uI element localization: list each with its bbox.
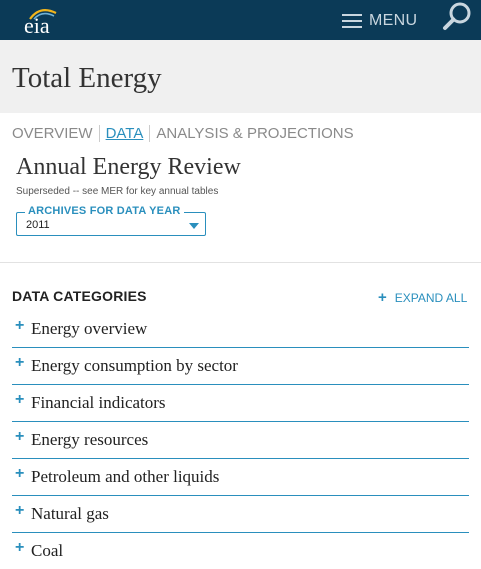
tab-overview[interactable]: OVERVIEW: [12, 124, 93, 142]
title-band: [0, 40, 481, 113]
tab-divider: [149, 124, 151, 142]
section-tabs: OVERVIEW DATA ANALYSIS & PROJECTIONS: [12, 124, 354, 142]
plus-icon: +: [15, 428, 25, 445]
category-label: Energy consumption by sector: [31, 356, 238, 375]
review-subtitle: Superseded -- see MER for key annual tab…: [16, 186, 219, 197]
category-label: Energy overview: [31, 319, 148, 338]
category-label: Financial indicators: [31, 393, 166, 412]
menu-button[interactable]: MENU: [342, 10, 417, 32]
tab-divider: [98, 124, 100, 142]
logo-text: eia: [24, 13, 50, 38]
expand-all-button[interactable]: + EXPAND ALL: [378, 289, 467, 306]
category-item-financial-indicators[interactable]: + Financial indicators: [12, 385, 469, 422]
plus-icon: +: [15, 317, 25, 334]
category-label: Coal: [31, 541, 64, 560]
archive-legend: ARCHIVES FOR DATA YEAR: [25, 205, 184, 217]
page-title: Total Energy: [12, 62, 162, 94]
expand-all-label: EXPAND ALL: [394, 290, 468, 305]
category-label: Natural gas: [31, 504, 109, 523]
tab-data[interactable]: DATA: [105, 124, 144, 142]
section-divider: [0, 262, 481, 263]
plus-icon: +: [378, 289, 387, 306]
top-navigation-bar: eia MENU: [0, 0, 481, 40]
archive-selected-year: 2011: [26, 219, 50, 231]
search-icon: [443, 2, 471, 30]
eia-logo-icon[interactable]: eia: [12, 4, 57, 38]
category-item-energy-consumption[interactable]: + Energy consumption by sector: [12, 348, 469, 385]
hamburger-icon: [342, 14, 362, 28]
plus-icon: +: [15, 502, 25, 519]
category-label: Energy resources: [31, 430, 149, 449]
logo-arc-icon: [29, 8, 57, 20]
search-button[interactable]: [441, 1, 475, 35]
plus-icon: +: [15, 391, 25, 408]
tab-analysis-projections[interactable]: ANALYSIS & PROJECTIONS: [156, 124, 354, 142]
category-list: + Energy overview + Energy consumption b…: [12, 311, 469, 569]
data-categories-heading: DATA CATEGORIES: [12, 288, 147, 304]
category-item-petroleum[interactable]: + Petroleum and other liquids: [12, 459, 469, 496]
category-label: Petroleum and other liquids: [31, 467, 220, 486]
review-title: Annual Energy Review: [16, 154, 241, 180]
plus-icon: +: [15, 539, 25, 556]
category-item-coal[interactable]: + Coal: [12, 533, 469, 569]
category-item-energy-resources[interactable]: + Energy resources: [12, 422, 469, 459]
category-item-natural-gas[interactable]: + Natural gas: [12, 496, 469, 533]
plus-icon: +: [15, 354, 25, 371]
category-item-energy-overview[interactable]: + Energy overview: [12, 311, 469, 348]
plus-icon: +: [15, 465, 25, 482]
chevron-down-icon: [189, 223, 199, 229]
menu-label: MENU: [369, 12, 418, 29]
